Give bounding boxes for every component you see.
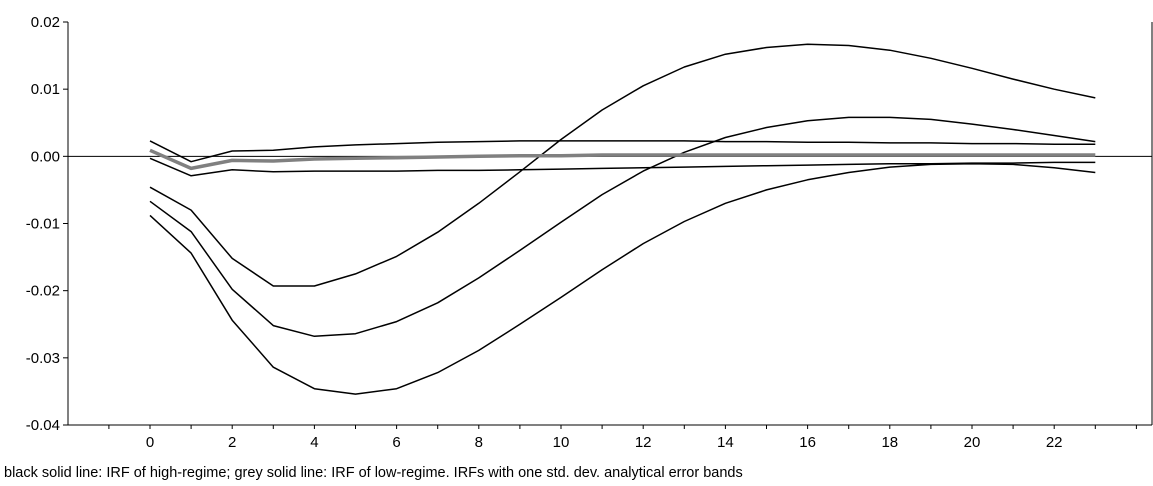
x-tick-label: 10 xyxy=(553,434,570,451)
x-tick-label: 22 xyxy=(1046,434,1063,451)
x-tick-label: 18 xyxy=(881,434,898,451)
axes-group: -0.04 -0.03 -0.02 -0.01 0.00 0.01 0.02 0 2 4 6 8 10 1… xyxy=(26,14,1153,451)
series-line-2 xyxy=(149,43,1096,287)
y-tick-label: 0.02 xyxy=(31,14,60,31)
series-line-1 xyxy=(149,116,1096,338)
x-tick-label: 20 xyxy=(964,434,981,451)
series-line-6 xyxy=(149,148,1096,171)
x-tick-label: 14 xyxy=(717,434,734,451)
series-line-5 xyxy=(149,157,1096,177)
y-tick-label: 0.00 xyxy=(31,148,60,165)
series-line-3 xyxy=(149,162,1096,395)
x-tick-label: 12 xyxy=(635,434,652,451)
x-tick-label: 0 xyxy=(146,434,154,451)
x-tick-label: 16 xyxy=(799,434,816,451)
x-tick-label: 6 xyxy=(392,434,400,451)
series-line-4 xyxy=(149,140,1096,163)
y-tick-label: -0.02 xyxy=(26,283,60,300)
x-tick-label: 2 xyxy=(228,434,236,451)
y-tick-label: 0.01 xyxy=(31,81,60,98)
series-group xyxy=(149,43,1096,395)
y-tick-label: -0.01 xyxy=(26,216,60,233)
x-tick-label: 8 xyxy=(475,434,483,451)
y-tick-label: -0.03 xyxy=(26,350,60,367)
chart-caption: black solid line: IRF of high-regime; gr… xyxy=(4,465,743,481)
y-tick-label: -0.04 xyxy=(26,417,60,434)
x-tick-label: 4 xyxy=(310,434,318,451)
